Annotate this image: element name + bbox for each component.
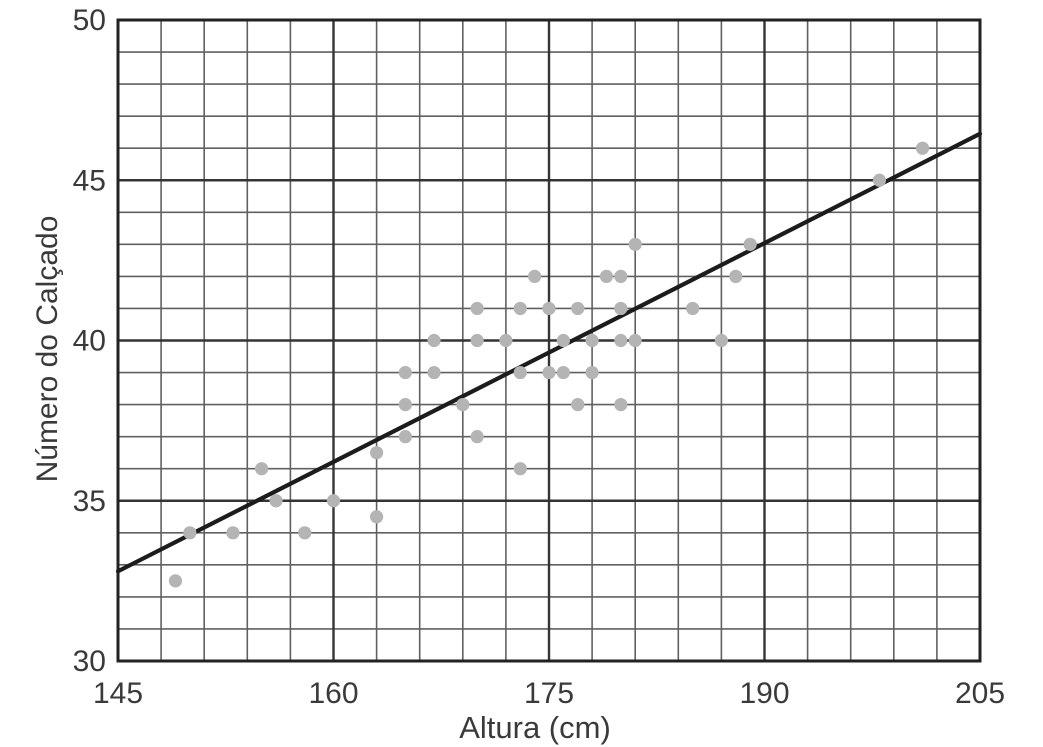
data-point — [599, 269, 614, 283]
data-point — [614, 301, 628, 316]
y-tick-label: 35 — [73, 485, 106, 518]
data-point — [370, 510, 384, 524]
data-point — [915, 141, 930, 155]
data-point — [513, 462, 527, 476]
y-tick-label: 30 — [73, 645, 106, 678]
y-axis-title: Número do Calçado — [31, 215, 64, 483]
data-point — [585, 333, 599, 348]
data-point — [427, 365, 441, 380]
data-point — [571, 301, 585, 316]
data-point — [326, 494, 341, 508]
data-point — [628, 333, 642, 348]
data-point — [542, 365, 556, 380]
data-point — [628, 237, 642, 251]
data-point — [298, 526, 312, 540]
data-point — [513, 365, 527, 380]
x-axis-title: Altura (cm) — [459, 710, 611, 745]
x-tick-label: 205 — [955, 677, 1005, 710]
data-point — [528, 269, 542, 283]
data-point — [686, 301, 700, 316]
data-point — [542, 301, 556, 316]
x-tick-label: 145 — [93, 677, 143, 710]
data-point — [614, 269, 628, 283]
data-point — [614, 398, 628, 412]
data-point — [370, 446, 384, 460]
trend-line — [115, 131, 983, 574]
data-point — [499, 333, 513, 348]
data-point — [585, 365, 599, 380]
data-point — [470, 430, 484, 444]
y-tick-label: 45 — [73, 164, 106, 197]
data-point — [398, 398, 412, 412]
data-point — [729, 269, 743, 283]
data-point — [614, 333, 628, 348]
y-tick-label: 50 — [73, 4, 106, 37]
data-point — [743, 237, 757, 251]
x-tick-label: 190 — [739, 677, 789, 710]
data-point — [470, 333, 484, 348]
data-point — [183, 526, 197, 540]
data-point — [571, 398, 585, 412]
data-point — [269, 494, 283, 508]
data-point — [398, 430, 412, 444]
data-point — [556, 333, 570, 348]
data-point — [398, 365, 412, 380]
data-point — [456, 398, 470, 412]
plot-frame — [116, 18, 982, 663]
data-point — [168, 574, 183, 588]
data-point — [556, 365, 570, 380]
data-point — [872, 173, 887, 187]
x-tick-label: 175 — [524, 677, 574, 710]
data-point — [226, 526, 240, 540]
y-tick-label: 40 — [73, 325, 106, 358]
data-point — [513, 301, 527, 316]
data-point — [714, 333, 729, 348]
x-tick-label: 160 — [308, 677, 358, 710]
data-point — [427, 333, 441, 348]
data-point — [255, 462, 269, 476]
data-point — [470, 301, 484, 316]
